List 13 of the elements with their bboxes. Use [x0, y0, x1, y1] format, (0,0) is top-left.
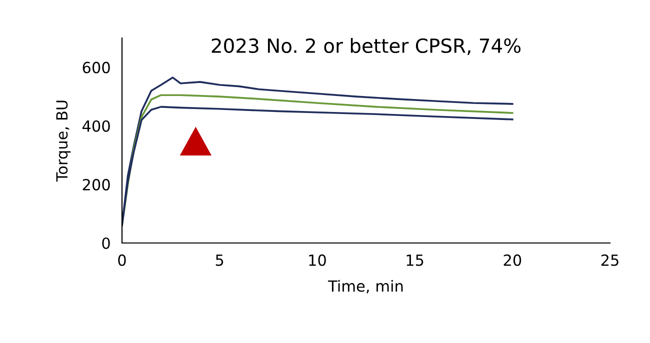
x-tick-label: 15	[406, 254, 424, 266]
y-tick-label: 400	[82, 120, 110, 132]
y-tick-label: 200	[82, 178, 110, 190]
x-tick-label: 10	[309, 254, 326, 266]
y-tick-label: 600	[82, 62, 110, 74]
x-axis-title: Time, min	[328, 280, 403, 294]
chart-title: 2023 No. 2 or better CPSR, 74%	[212, 38, 521, 56]
x-tick-label: 5	[216, 254, 224, 266]
y-tick-label: 0	[102, 237, 110, 250]
x-tick-label: 0	[118, 254, 126, 266]
x-tick-label: 25	[601, 254, 618, 266]
y-axis-title: Torque, BU	[56, 100, 71, 182]
x-tick-label: 20	[504, 254, 522, 266]
